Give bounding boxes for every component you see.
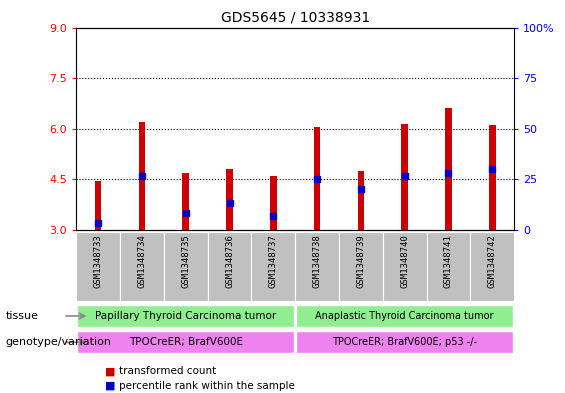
Text: GSM1348736: GSM1348736 [225,234,234,288]
Text: GSM1348733: GSM1348733 [94,234,103,288]
Text: percentile rank within the sample: percentile rank within the sample [119,381,294,391]
Bar [296,331,513,353]
Bar [470,232,514,301]
Bar [76,232,120,301]
Bar [120,232,164,301]
Text: transformed count: transformed count [119,366,216,376]
Bar [489,125,496,230]
Bar [427,232,470,301]
Bar [383,232,427,301]
Text: GSM1348741: GSM1348741 [444,234,453,288]
Bar [138,122,145,230]
Text: GSM1348742: GSM1348742 [488,234,497,288]
Bar [445,108,452,230]
Text: GSM1348734: GSM1348734 [137,234,146,288]
Bar [339,232,383,301]
Text: tissue: tissue [6,311,38,321]
Bar [314,127,320,230]
Text: ■: ■ [105,381,115,391]
Text: Papillary Thyroid Carcinoma tumor: Papillary Thyroid Carcinoma tumor [95,311,276,321]
Bar [270,176,277,230]
Bar [251,232,295,301]
Bar [95,181,102,230]
Bar [295,232,339,301]
Bar [401,124,408,230]
Text: GSM1348735: GSM1348735 [181,234,190,288]
Text: Anaplastic Thyroid Carcinoma tumor: Anaplastic Thyroid Carcinoma tumor [315,311,494,321]
Bar [208,232,251,301]
Text: GSM1348739: GSM1348739 [357,234,366,288]
Text: GSM1348740: GSM1348740 [400,234,409,288]
Text: GSM1348737: GSM1348737 [269,234,278,288]
Bar [77,305,294,327]
Text: TPOCreER; BrafV600E; p53 -/-: TPOCreER; BrafV600E; p53 -/- [332,337,477,347]
Text: GSM1348738: GSM1348738 [312,234,321,288]
Bar [358,171,364,230]
Bar [77,331,294,353]
Bar [182,173,189,230]
Text: ■: ■ [105,366,115,376]
Title: GDS5645 / 10338931: GDS5645 / 10338931 [220,11,370,25]
Bar [164,232,208,301]
Bar [226,169,233,230]
Text: TPOCreER; BrafV600E: TPOCreER; BrafV600E [129,337,243,347]
Text: genotype/variation: genotype/variation [6,337,112,347]
Bar [296,305,513,327]
